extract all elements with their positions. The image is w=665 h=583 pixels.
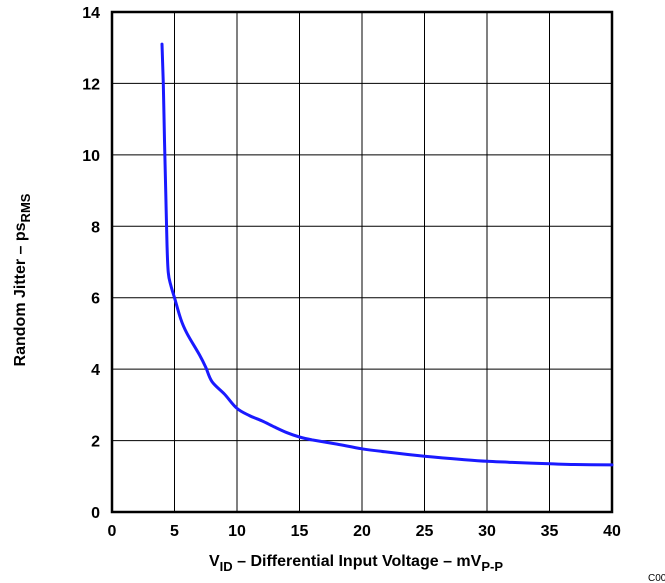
y-tick-label: 8 — [91, 219, 100, 236]
y-tick-label: 0 — [91, 505, 100, 522]
y-tick-label: 4 — [91, 362, 100, 379]
plot-frame — [110, 10, 614, 514]
x-tick-label: 15 — [291, 523, 309, 540]
x-tick-label: 40 — [603, 523, 621, 540]
y-tick-label: 10 — [82, 148, 100, 165]
y-tick-label: 6 — [91, 291, 100, 308]
y-tick-label: 14 — [82, 5, 100, 22]
x-tick-label: 10 — [228, 523, 246, 540]
x-tick-label: 35 — [541, 523, 559, 540]
y-tick-label: 2 — [91, 434, 100, 451]
y-tick-labels: 0 2 4 6 8 10 12 14 — [82, 5, 100, 522]
x-tick-label: 0 — [108, 523, 117, 540]
x-tick-label: 5 — [170, 523, 179, 540]
y-axis-title: Random Jitter – psRMS — [12, 193, 33, 366]
x-tick-label: 20 — [353, 523, 371, 540]
figure-code-note: C002 — [648, 573, 665, 583]
x-tick-labels: 0 5 10 15 20 25 30 35 40 — [108, 523, 621, 540]
y-tick-label: 12 — [82, 76, 100, 93]
series-line-random-jitter — [160, 42, 614, 467]
x-tick-label: 25 — [416, 523, 434, 540]
x-axis-title: VID – Differential Input Voltage – mVP-P — [209, 553, 503, 574]
x-tick-label: 30 — [478, 523, 496, 540]
grid-lines — [112, 12, 612, 512]
